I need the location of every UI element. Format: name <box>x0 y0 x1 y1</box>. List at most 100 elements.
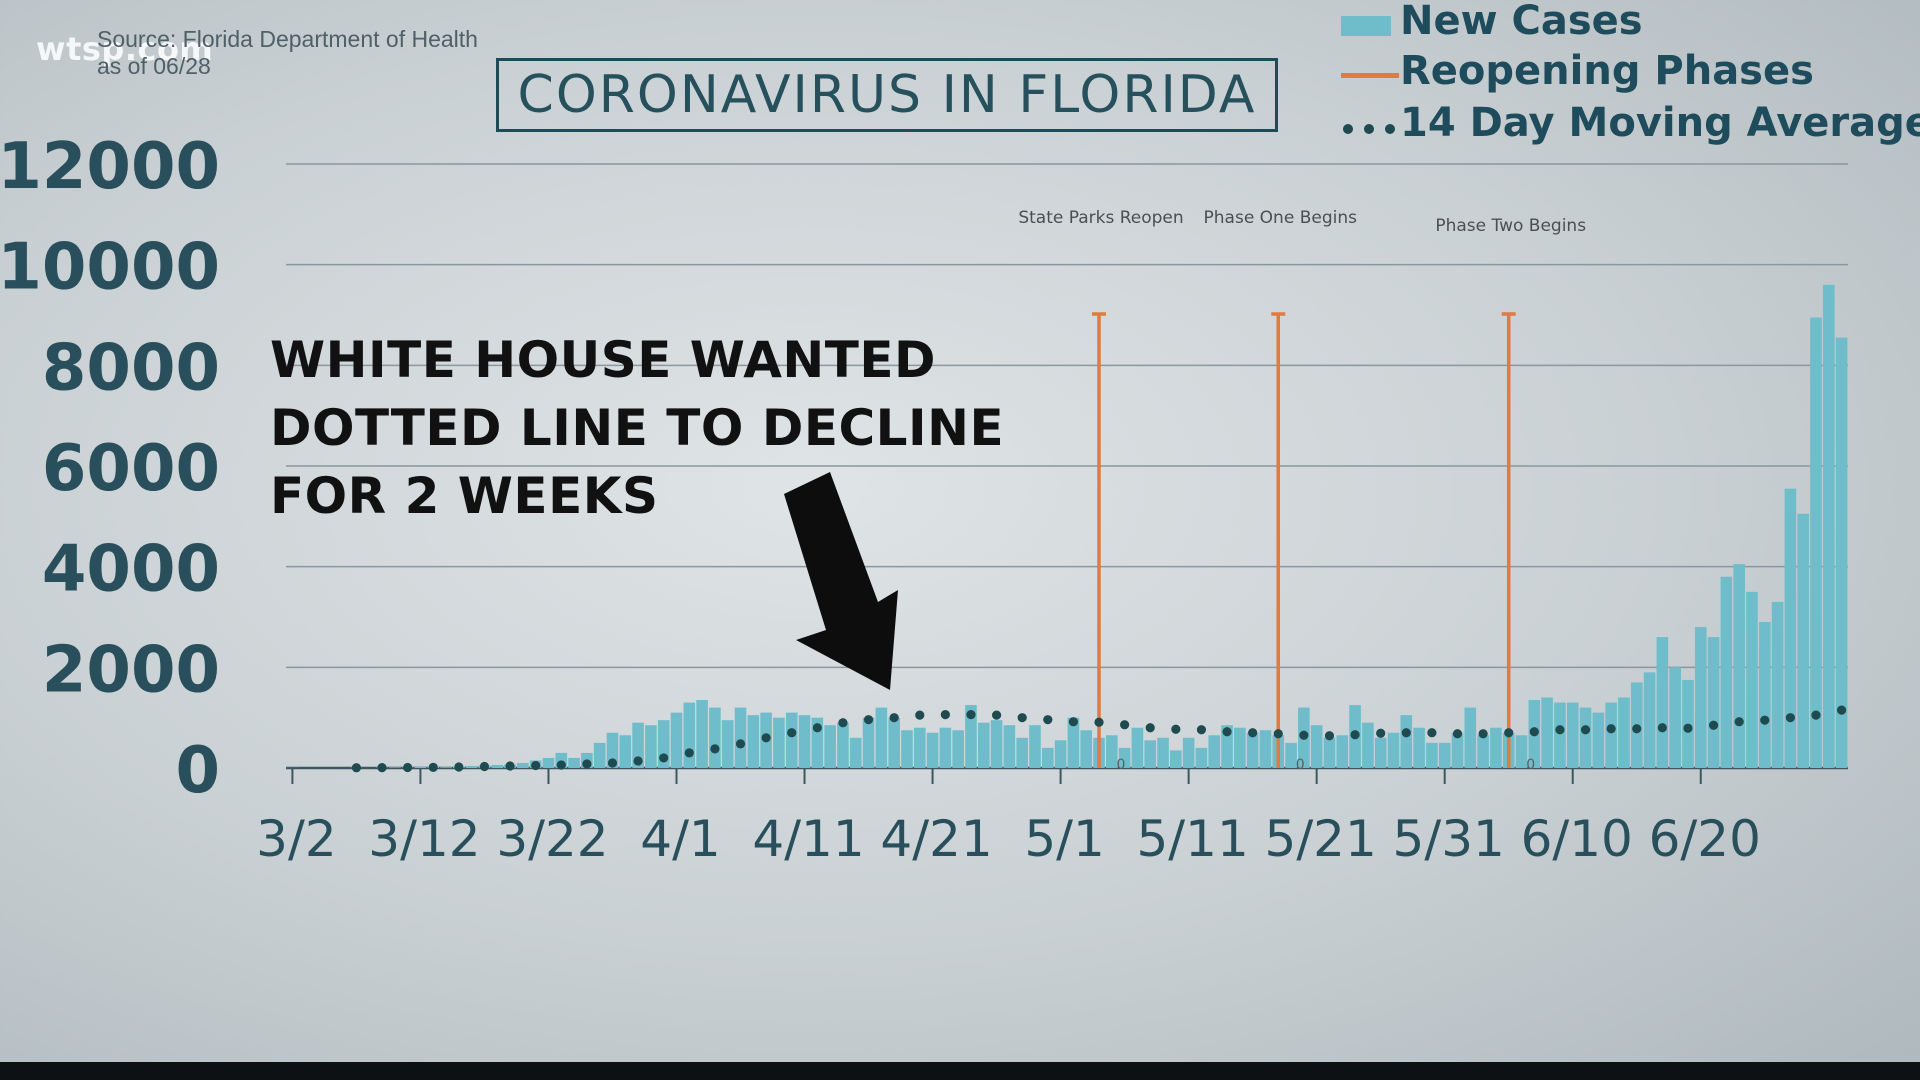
legend-label: Reopening Phases <box>1400 48 1814 94</box>
y-tick-label: 10000 <box>0 231 220 305</box>
bar <box>1579 707 1592 768</box>
bar <box>965 705 977 768</box>
bar <box>414 766 427 768</box>
average-dot <box>1068 717 1079 727</box>
station-watermark: wtsp.com <box>36 30 214 68</box>
x-tick-label: 4/1 <box>640 810 720 868</box>
average-dot <box>1043 715 1053 725</box>
phase-label: State Parks Reopen <box>1018 208 1183 228</box>
average-dot <box>1708 720 1719 730</box>
legend-item-new-cases: New Cases <box>1340 0 1920 50</box>
bar <box>1477 735 1489 768</box>
bar <box>1400 715 1413 768</box>
line-swatch-icon <box>1341 73 1399 78</box>
bar <box>1822 284 1835 768</box>
bar <box>1208 735 1221 768</box>
bar <box>1810 317 1822 768</box>
down-arrow-icon <box>784 472 898 690</box>
bar <box>977 722 990 768</box>
bar <box>1707 637 1720 768</box>
bar <box>1246 732 1259 768</box>
x-tick-label: 3/22 <box>496 810 608 868</box>
bar <box>1733 564 1745 768</box>
bar <box>1694 627 1707 768</box>
bar <box>1669 667 1681 768</box>
bar <box>1336 735 1349 768</box>
bar <box>1259 730 1272 768</box>
bar <box>606 732 619 768</box>
average-dot <box>428 762 438 772</box>
x-tick-label: 4/21 <box>880 810 992 868</box>
bar <box>875 707 888 768</box>
dots-swatch-icon <box>1343 124 1395 134</box>
bar <box>913 727 926 768</box>
legend-item-reopening-phases: Reopening Phases <box>1340 48 1920 100</box>
average-dot <box>582 759 592 769</box>
average-dot <box>377 762 387 773</box>
bar <box>811 717 824 768</box>
x-tick-label: 3/2 <box>256 810 336 868</box>
bar <box>1643 672 1656 768</box>
average-dot <box>1248 728 1258 738</box>
bar <box>1784 488 1797 768</box>
bar <box>837 722 849 768</box>
bar <box>1605 702 1617 768</box>
bar <box>1618 697 1630 768</box>
phase-label: Phase One Begins <box>1204 208 1358 228</box>
phase-zero-label: 0 <box>1526 757 1535 773</box>
average-dot <box>1324 731 1335 741</box>
bar <box>1758 622 1771 768</box>
average-dot <box>531 760 541 771</box>
average-dot <box>479 761 490 772</box>
average-dot <box>1094 717 1104 727</box>
average-dot <box>812 723 822 733</box>
annotation-line: WHITE HOUSE WANTED <box>270 331 937 389</box>
bar <box>1054 740 1067 768</box>
y-tick-label: 0 <box>175 734 220 808</box>
bar <box>1374 737 1387 768</box>
bar <box>888 717 900 768</box>
bar <box>440 767 452 768</box>
average-dot <box>454 762 464 772</box>
bar <box>990 720 1003 768</box>
average-dot <box>940 710 950 720</box>
bar <box>1144 740 1157 768</box>
average-dot <box>1555 725 1565 735</box>
data-source-note: Source: Florida Department of Health as … <box>97 26 478 80</box>
screen-bottom-band <box>0 1062 1920 1080</box>
bar <box>696 700 708 768</box>
bar <box>1746 591 1758 768</box>
bar <box>1285 742 1297 768</box>
average-dot <box>1811 710 1821 720</box>
average-dot <box>351 763 362 773</box>
bar <box>1323 737 1336 768</box>
average-dot <box>1504 728 1514 738</box>
average-dot <box>915 710 925 720</box>
as-of-date: as of 06/28 <box>97 53 211 79</box>
bar <box>747 715 760 768</box>
bar <box>785 712 798 768</box>
bar <box>1131 727 1144 768</box>
bar <box>1157 737 1169 768</box>
annotation-line: FOR 2 WEEKS <box>270 467 659 525</box>
average-dot <box>761 733 771 743</box>
bar <box>1170 750 1182 768</box>
bar <box>862 717 875 768</box>
bar <box>773 717 785 768</box>
average-dot <box>735 739 746 749</box>
legend-label: 14 Day Moving Average <box>1400 100 1920 146</box>
average-dot <box>1376 728 1386 738</box>
bar <box>1003 725 1016 768</box>
bar <box>824 725 836 768</box>
average-dot <box>991 710 1002 720</box>
bar <box>1541 697 1553 768</box>
average-dot <box>787 728 797 738</box>
bar <box>709 707 721 768</box>
bar <box>1016 737 1028 768</box>
bar <box>1182 737 1195 768</box>
average-dot <box>659 753 669 763</box>
y-tick-label: 2000 <box>42 633 220 707</box>
annotation-text: WHITE HOUSE WANTED DOTTED LINE TO DECLIN… <box>270 326 1004 530</box>
annotation-line: DOTTED LINE TO DECLINE <box>270 399 1005 457</box>
